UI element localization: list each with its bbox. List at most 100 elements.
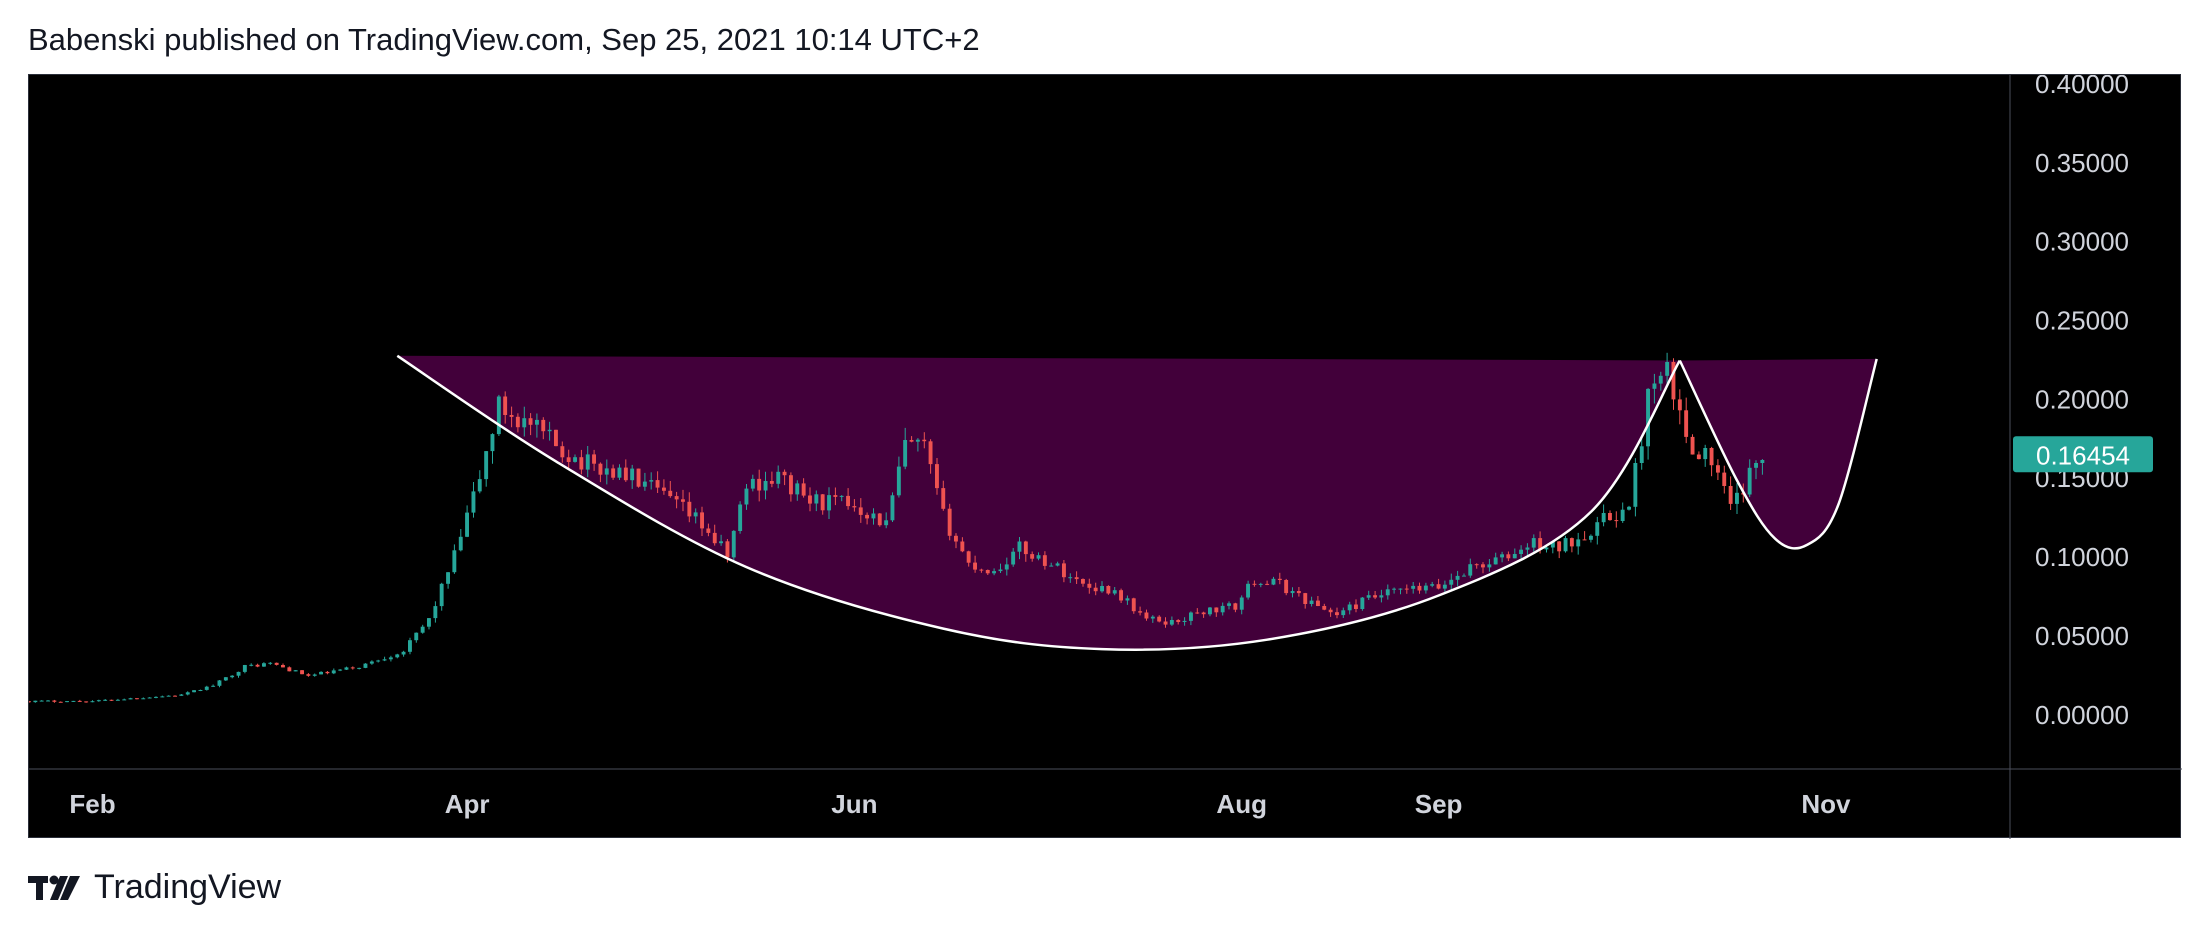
candle-body[interactable] xyxy=(1220,605,1225,613)
candle-body[interactable] xyxy=(560,446,565,458)
candle-body[interactable] xyxy=(852,506,857,508)
candle-body[interactable] xyxy=(1093,587,1098,592)
candle-body[interactable] xyxy=(1595,522,1600,536)
candle-body[interactable] xyxy=(833,495,838,497)
candle-body[interactable] xyxy=(1119,590,1123,601)
candle-body[interactable] xyxy=(903,440,908,467)
candle-body[interactable] xyxy=(1125,598,1130,601)
candle-body[interactable] xyxy=(1074,577,1079,580)
candle-body[interactable] xyxy=(344,667,349,670)
candle-body[interactable] xyxy=(909,440,914,442)
candle-body[interactable] xyxy=(1544,547,1549,550)
candle-body[interactable] xyxy=(1487,564,1492,568)
candle-body[interactable] xyxy=(1627,506,1631,510)
candle-body[interactable] xyxy=(211,685,216,687)
candle-body[interactable] xyxy=(1100,586,1104,592)
candle-body[interactable] xyxy=(1709,448,1714,466)
candle-body[interactable] xyxy=(598,463,603,475)
candle-body[interactable] xyxy=(420,626,425,633)
candle-body[interactable] xyxy=(1646,388,1650,447)
candle-body[interactable] xyxy=(693,512,698,517)
candle-body[interactable] xyxy=(1703,448,1708,460)
candle-body[interactable] xyxy=(1150,616,1155,619)
candle-body[interactable] xyxy=(1550,541,1555,548)
candle-body[interactable] xyxy=(1684,410,1689,437)
candle-body[interactable] xyxy=(1512,554,1517,559)
candle-body[interactable] xyxy=(46,700,50,702)
candle-body[interactable] xyxy=(414,632,419,641)
candle-body[interactable] xyxy=(1589,535,1593,540)
candle-body[interactable] xyxy=(433,606,438,619)
candle-body[interactable] xyxy=(1277,578,1282,580)
candle-body[interactable] xyxy=(166,695,171,697)
candle-body[interactable] xyxy=(1557,541,1562,552)
candle-body[interactable] xyxy=(738,504,743,532)
candle-body[interactable] xyxy=(369,661,374,664)
candle-body[interactable] xyxy=(281,665,285,668)
candle-body[interactable] xyxy=(179,694,184,696)
candle-body[interactable] xyxy=(1716,465,1720,473)
candle-body[interactable] xyxy=(1023,541,1028,555)
candle-body[interactable] xyxy=(700,512,704,529)
candle-body[interactable] xyxy=(554,429,558,447)
candle-body[interactable] xyxy=(877,513,882,526)
candle-body[interactable] xyxy=(566,457,571,462)
candle-body[interactable] xyxy=(1430,584,1435,586)
candle-body[interactable] xyxy=(1690,436,1695,455)
candle-body[interactable] xyxy=(1169,620,1174,625)
candle-body[interactable] xyxy=(1017,541,1022,552)
candle-body[interactable] xyxy=(458,536,463,551)
candle-body[interactable] xyxy=(401,651,406,655)
candle-body[interactable] xyxy=(1227,603,1231,606)
candle-body[interactable] xyxy=(541,419,546,432)
cup-curve[interactable] xyxy=(396,354,1681,651)
candle-body[interactable] xyxy=(1576,539,1581,547)
candle-body[interactable] xyxy=(509,415,514,417)
candle-body[interactable] xyxy=(230,675,235,678)
candle-body[interactable] xyxy=(1296,591,1301,594)
candle-body[interactable] xyxy=(1239,597,1244,610)
candle-body[interactable] xyxy=(1271,578,1276,585)
candle-body[interactable] xyxy=(1696,454,1701,460)
candle-body[interactable] xyxy=(1341,610,1346,616)
candle-body[interactable] xyxy=(1385,589,1390,596)
candle-body[interactable] xyxy=(331,670,336,674)
candle-body[interactable] xyxy=(1328,609,1333,613)
candle-body[interactable] xyxy=(617,467,622,478)
candle-body[interactable] xyxy=(579,457,584,470)
candle-body[interactable] xyxy=(249,664,254,666)
candle-body[interactable] xyxy=(1246,583,1250,598)
candle-body[interactable] xyxy=(1531,538,1536,548)
candle-body[interactable] xyxy=(300,670,304,675)
candle-body[interactable] xyxy=(922,439,927,442)
candle-body[interactable] xyxy=(446,572,450,584)
candle-body[interactable] xyxy=(1392,588,1396,590)
candle-body[interactable] xyxy=(363,663,368,668)
candle-body[interactable] xyxy=(954,535,958,542)
candle-body[interactable] xyxy=(604,468,609,475)
candle-body[interactable] xyxy=(1157,616,1162,622)
candle-body[interactable] xyxy=(58,701,63,703)
candle-body[interactable] xyxy=(382,659,387,661)
candle-body[interactable] xyxy=(1354,604,1358,610)
candle-body[interactable] xyxy=(477,479,482,492)
candle-body[interactable] xyxy=(827,495,831,511)
candle-body[interactable] xyxy=(376,660,381,662)
candle-body[interactable] xyxy=(649,480,654,482)
candle-body[interactable] xyxy=(1062,563,1066,578)
candle-body[interactable] xyxy=(814,494,819,504)
candle-body[interactable] xyxy=(1462,575,1466,577)
candle-body[interactable] xyxy=(776,471,781,484)
candle-body[interactable] xyxy=(674,496,679,500)
candle-body[interactable] xyxy=(1004,564,1009,570)
candle-body[interactable] xyxy=(1112,590,1117,594)
candle-body[interactable] xyxy=(1030,554,1035,559)
candle-body[interactable] xyxy=(77,700,82,702)
candle-body[interactable] xyxy=(750,478,755,489)
candle-body[interactable] xyxy=(319,671,323,675)
candle-body[interactable] xyxy=(1728,486,1733,504)
candle-body[interactable] xyxy=(808,495,812,504)
candle-body[interactable] xyxy=(223,677,228,681)
candle-body[interactable] xyxy=(1265,583,1270,585)
candle-body[interactable] xyxy=(350,667,355,669)
